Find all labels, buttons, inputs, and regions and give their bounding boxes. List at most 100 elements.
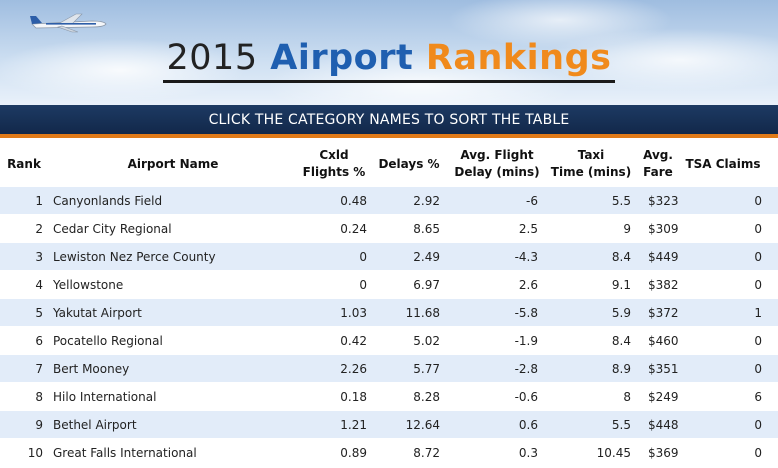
column-header-label: TSA Claims — [685, 156, 761, 171]
delays-cell: 8.65 — [413, 222, 440, 236]
cxld-flights-cell: 0.24 — [340, 222, 367, 236]
rank-cell: 7 — [35, 362, 43, 376]
taxi-time-cell: 9.1 — [611, 278, 631, 292]
airport-name-cell: Hilo International — [53, 390, 157, 404]
tsa-claims-cell: 6 — [754, 390, 762, 404]
avg-flight-delay-cell: -4.3 — [514, 250, 538, 264]
page-title: 2015 Airport Rankings — [0, 38, 778, 83]
cxld-flights-cell: 1.03 — [340, 306, 367, 320]
tsa-claims-cell: 0 — [754, 362, 762, 376]
taxi-time-cell: 8.4 — [611, 250, 631, 264]
avg-fare-cell: $382 — [648, 278, 679, 292]
rank-cell: 6 — [35, 334, 43, 348]
avg-fare-cell: $323 — [648, 194, 679, 208]
column-header-label: Rank — [7, 156, 41, 171]
avg-fare-cell: $351 — [648, 362, 679, 376]
taxi-time-cell: 10.45 — [596, 446, 631, 460]
avg-fare-cell: $309 — [648, 222, 679, 236]
airport-name-cell: Lewiston Nez Perce County — [53, 250, 216, 264]
avg-flight-delay-cell: -1.9 — [514, 334, 538, 348]
taxi-time-cell: 5.5 — [611, 194, 631, 208]
table-row: 5 Yakutat Airport 1.03 11.68 -5.8 5.9 $372 1 — [0, 298, 778, 326]
avg-fare-cell: $449 — [648, 250, 679, 264]
tsa-claims-cell: 0 — [754, 250, 762, 264]
airport-name-cell: Great Falls International — [53, 446, 197, 460]
cxld-flights-cell: 0 — [359, 278, 367, 292]
rank-cell: 5 — [35, 306, 43, 320]
taxi-time-cell: 8.4 — [611, 334, 631, 348]
table-header-row: Rank Airport Name Cxld Flights % Delays % Avg… — [0, 142, 778, 186]
taxi-time-cell: 5.9 — [611, 306, 631, 320]
tsa-claims-cell: 0 — [754, 278, 762, 292]
airport-name-cell: Pocatello Regional — [53, 334, 163, 348]
table-row: 7 Bert Mooney 2.26 5.77 -2.8 8.9 $351 0 — [0, 354, 778, 382]
tsa-claims-cell: 0 — [754, 194, 762, 208]
table-row: 8 Hilo International 0.18 8.28 -0.6 8 $249 6 — [0, 382, 778, 410]
rank-cell: 9 — [35, 418, 43, 432]
delays-cell: 8.72 — [413, 446, 440, 460]
sort-airport-name-header[interactable]: Airport Name — [48, 142, 298, 186]
delays-cell: 12.64 — [405, 418, 440, 432]
column-header-label: Taxi — [577, 148, 605, 162]
delays-cell: 11.68 — [405, 306, 440, 320]
airport-name-cell: Bert Mooney — [53, 362, 130, 376]
airplane-icon — [30, 13, 107, 33]
table-row: 4 Yellowstone 0 6.97 2.6 9.1 $382 0 — [0, 270, 778, 298]
delays-cell: 2.49 — [413, 250, 440, 264]
table-row: 6 Pocatello Regional 0.42 5.02 -1.9 8.4 $460 0 — [0, 326, 778, 354]
sort-tsa-claims-header[interactable]: TSA Claims — [680, 142, 766, 186]
sort-taxi-time-header[interactable]: Taxi Time (mins) — [546, 142, 636, 186]
sort-instruction-banner: CLICK THE CATEGORY NAMES TO SORT THE TAB… — [0, 105, 778, 138]
sort-cxld-flights-header[interactable]: Cxld Flights % — [298, 142, 370, 186]
title-airport: Airport — [270, 38, 414, 78]
table-row: 3 Lewiston Nez Perce County 0 2.49 -4.3 8.4 $4… — [0, 242, 778, 270]
sort-avg-fare-header[interactable]: Avg. Fare — [636, 142, 680, 186]
sort-delays-header[interactable]: Delays % — [370, 142, 448, 186]
cxld-flights-cell: 0.18 — [340, 390, 367, 404]
airport-name-cell: Yakutat Airport — [53, 306, 142, 320]
airport-name-cell: Cedar City Regional — [53, 222, 172, 236]
taxi-time-cell: 9 — [623, 222, 631, 236]
taxi-time-cell: 8 — [623, 390, 631, 404]
sort-rank-header[interactable]: Rank — [0, 142, 48, 186]
avg-flight-delay-cell: -2.8 — [514, 362, 538, 376]
tsa-claims-cell: 0 — [754, 446, 762, 460]
avg-flight-delay-cell: 2.5 — [518, 222, 538, 236]
avg-fare-cell: $448 — [648, 418, 679, 432]
rank-cell: 8 — [35, 390, 43, 404]
delays-cell: 5.77 — [413, 362, 440, 376]
tsa-claims-cell: 1 — [754, 306, 762, 320]
column-header-label-line2: Fare — [643, 165, 673, 179]
sort-avg-flight-delay-header[interactable]: Avg. Flight Delay (mins) — [448, 142, 546, 186]
column-header-label: Delays % — [378, 156, 440, 171]
avg-flight-delay-cell: 2.6 — [518, 278, 538, 292]
taxi-time-cell: 5.5 — [611, 418, 631, 432]
cxld-flights-cell: 0.48 — [340, 194, 367, 208]
column-header-label: Avg. — [643, 148, 673, 162]
delays-cell: 6.97 — [413, 278, 440, 292]
column-header-label: Avg. Flight — [460, 148, 534, 162]
tsa-claims-cell: 0 — [754, 222, 762, 236]
cxld-flights-cell: 1.21 — [340, 418, 367, 432]
delays-cell: 2.92 — [413, 194, 440, 208]
column-header-label: Cxld — [319, 148, 349, 162]
rank-cell: 4 — [35, 278, 43, 292]
avg-flight-delay-cell: -5.8 — [514, 306, 538, 320]
column-header-label-line2: Flights % — [302, 165, 366, 179]
tsa-claims-cell: 0 — [754, 334, 762, 348]
column-header-label-line2: Delay (mins) — [454, 165, 540, 179]
table-row: 1 Canyonlands Field 0.48 2.92 -6 5.5 $323 0 — [0, 186, 778, 214]
airport-name-cell: Canyonlands Field — [53, 194, 163, 208]
delays-cell: 8.28 — [413, 390, 440, 404]
tsa-claims-cell: 0 — [754, 418, 762, 432]
rank-cell: 1 — [35, 194, 43, 208]
header-sky: 2015 Airport Rankings — [0, 0, 778, 105]
cxld-flights-cell: 0.42 — [340, 334, 367, 348]
avg-flight-delay-cell: -0.6 — [514, 390, 538, 404]
banner-text: CLICK THE CATEGORY NAMES TO SORT THE TAB… — [208, 112, 570, 128]
avg-flight-delay-cell: 0.3 — [518, 446, 538, 460]
delays-cell: 5.02 — [413, 334, 440, 348]
avg-fare-cell: $249 — [648, 390, 679, 404]
avg-fare-cell: $369 — [648, 446, 679, 460]
